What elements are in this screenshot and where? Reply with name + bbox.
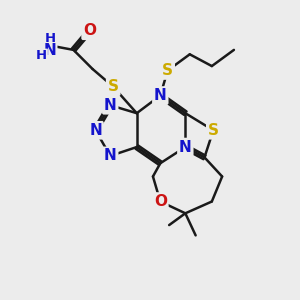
Text: S: S (108, 79, 119, 94)
Text: N: N (104, 148, 117, 164)
Text: S: S (208, 123, 219, 138)
Text: O: O (154, 194, 167, 209)
Text: N: N (104, 98, 117, 113)
Text: S: S (162, 63, 173, 78)
Text: N: N (179, 140, 192, 154)
Text: N: N (154, 88, 167, 103)
Text: O: O (83, 23, 96, 38)
Text: N: N (89, 123, 102, 138)
Text: N: N (44, 43, 56, 58)
Text: H: H (36, 49, 47, 62)
Text: H: H (44, 32, 56, 46)
